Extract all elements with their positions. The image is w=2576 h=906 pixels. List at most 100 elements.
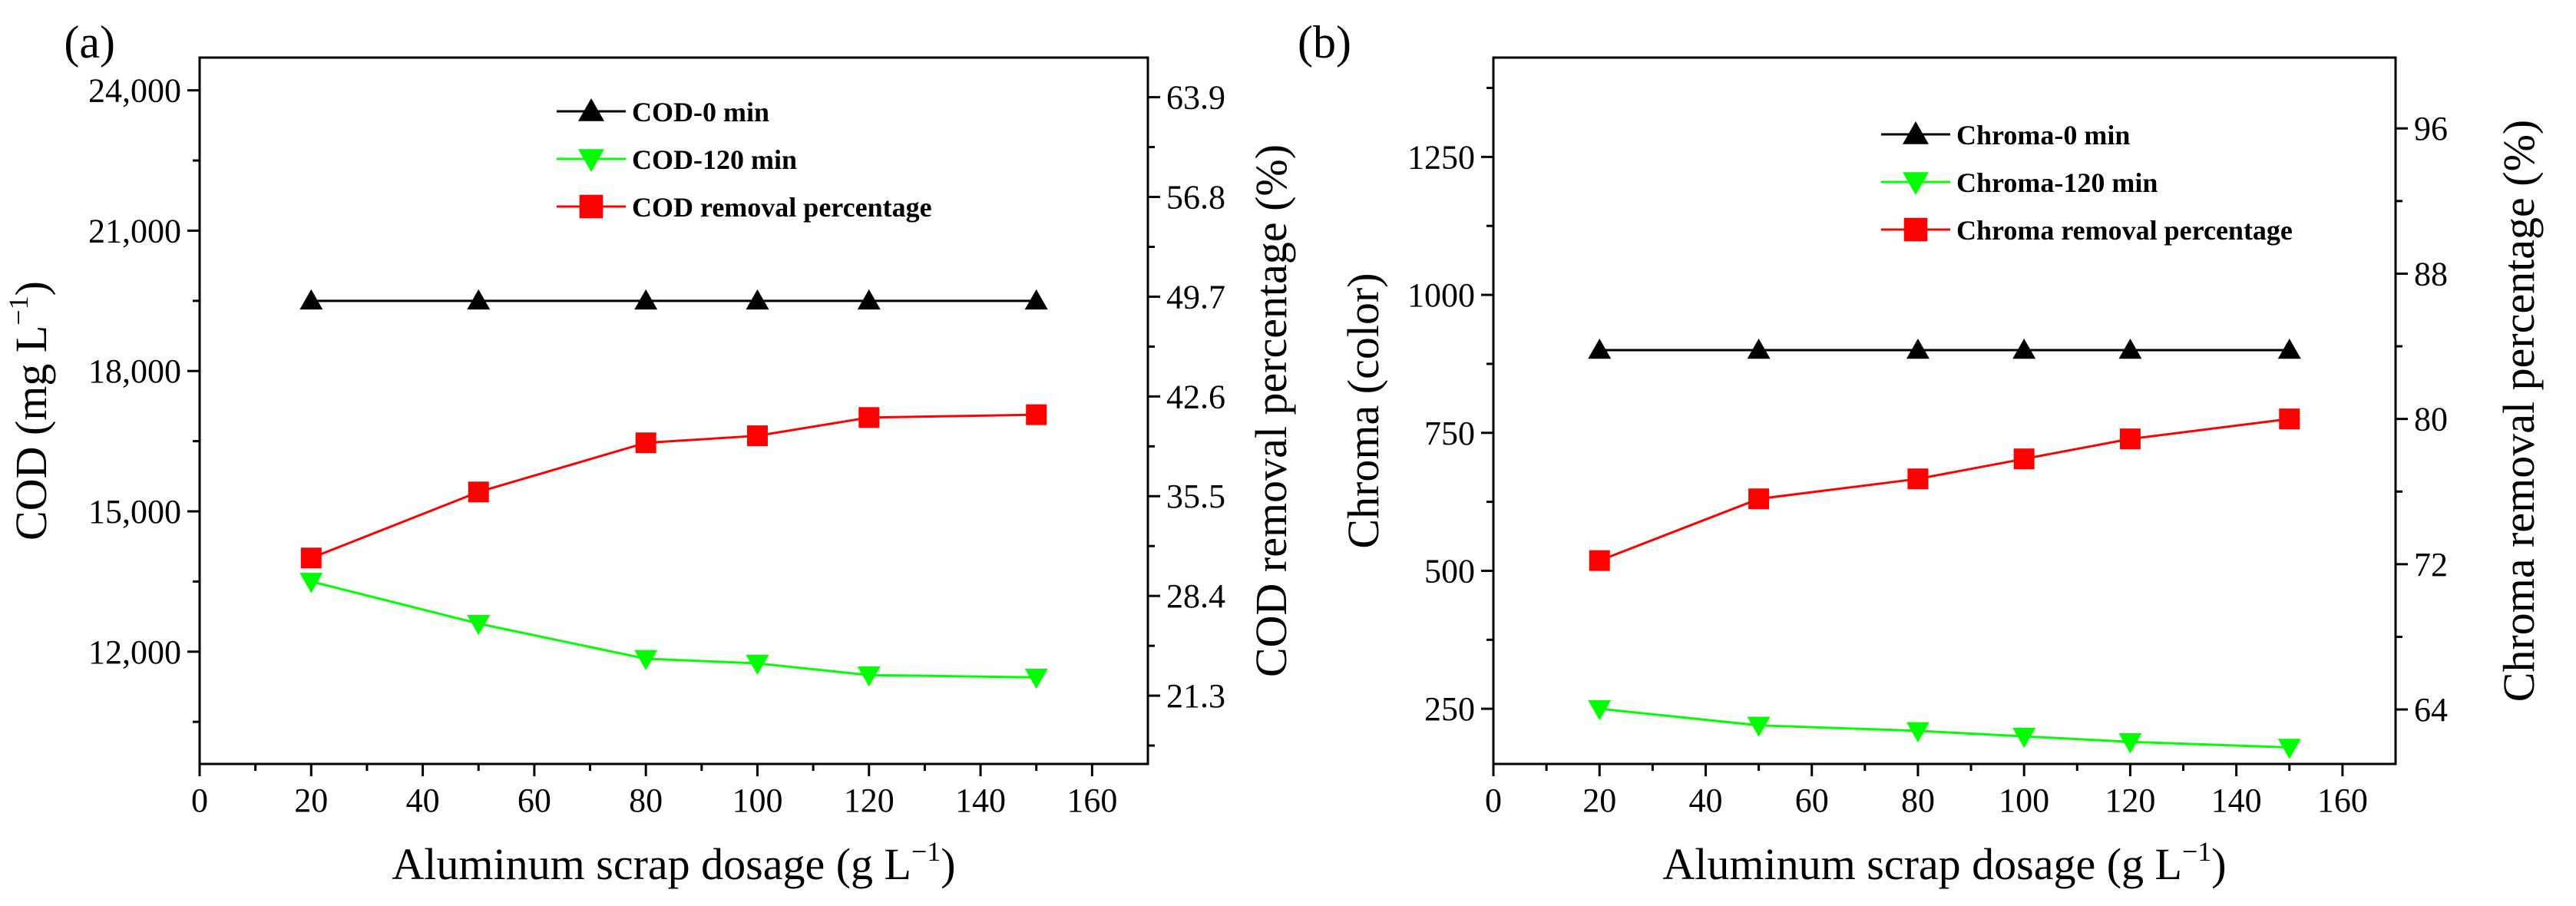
legend-marker-2 xyxy=(1903,217,1928,242)
data-point-0-5 xyxy=(2277,338,2301,359)
legend-label-2: Chroma removal percentage xyxy=(1956,215,2293,246)
data-point-1-1 xyxy=(467,614,491,636)
series-line-1 xyxy=(1599,707,2290,749)
legend-label-1: Chroma-120 min xyxy=(1956,167,2158,198)
y2-tick-label: 42.6 xyxy=(1166,378,1225,415)
x-tick-label: 20 xyxy=(1582,782,1616,819)
x-tick-label: 160 xyxy=(1066,782,1117,819)
panel-label: (a) xyxy=(64,17,115,68)
data-point-1-4 xyxy=(857,666,881,687)
data-point-2-2 xyxy=(635,432,656,454)
x-tick-label: 60 xyxy=(518,782,551,819)
y-tick-label: 21,000 xyxy=(88,212,181,250)
x-tick-label: 140 xyxy=(955,782,1006,819)
data-point-1-4 xyxy=(2118,733,2142,754)
legend-marker-2 xyxy=(579,194,603,219)
x-tick-label: 120 xyxy=(844,782,894,819)
data-point-1-2 xyxy=(634,650,658,670)
legend-label-0: COD-0 min xyxy=(632,97,769,127)
data-point-2-0 xyxy=(1589,550,1610,571)
data-point-0-3 xyxy=(746,289,769,310)
data-point-1-0 xyxy=(1588,699,1612,721)
y2-tick-label: 28.4 xyxy=(1166,577,1225,615)
y-axis-label: COD (mg L−1) xyxy=(3,281,56,541)
series-line-2 xyxy=(310,413,1037,560)
x-tick-label: 80 xyxy=(629,782,663,819)
y-tick-label: 250 xyxy=(1424,690,1475,728)
data-point-2-2 xyxy=(1907,468,1929,490)
x-tick-label: 0 xyxy=(191,782,208,819)
data-point-2-5 xyxy=(1026,404,1047,425)
y2-tick-label: 88 xyxy=(2414,255,2448,293)
x-axis-label: Aluminum scrap dosage (g L−1) xyxy=(392,836,955,889)
y2-tick-label: 35.5 xyxy=(1166,478,1225,515)
y-axis-label: Chroma (color) xyxy=(1338,273,1388,548)
y2-tick-label: 72 xyxy=(2414,546,2448,584)
panel-a-cod-chart: 0 20 40 60 80 100 120 140 160 12,000 15,000 18,000 2… xyxy=(3,17,1296,889)
x-tick-label: 40 xyxy=(406,782,440,819)
y2-tick-label: 64 xyxy=(2414,691,2448,729)
data-point-1-1 xyxy=(1747,716,1771,737)
data-point-0-0 xyxy=(1588,338,1612,359)
x-tick-label: 80 xyxy=(1901,782,1935,819)
data-point-2-4 xyxy=(858,407,880,428)
data-point-2-3 xyxy=(746,425,768,447)
data-point-2-5 xyxy=(2279,408,2300,430)
data-point-0-0 xyxy=(299,289,323,310)
y-tick-label: 24,000 xyxy=(88,72,181,110)
data-point-0-1 xyxy=(1747,338,1771,359)
y2-tick-label: 80 xyxy=(2414,401,2448,438)
data-point-2-4 xyxy=(2119,428,2141,450)
plot-frame xyxy=(198,56,1149,765)
data-point-1-3 xyxy=(746,654,769,676)
y2-tick-label: 49.7 xyxy=(1166,278,1225,316)
legend-label-1: COD-120 min xyxy=(632,144,797,175)
y-tick-label: 750 xyxy=(1424,415,1475,452)
data-point-1-3 xyxy=(2012,727,2036,749)
data-point-1-2 xyxy=(1906,722,1930,742)
x-tick-label: 100 xyxy=(1999,782,2049,819)
data-point-2-0 xyxy=(300,547,322,569)
series-line-1 xyxy=(310,580,1037,679)
y2-axis-label: Chroma removal percentage (%) xyxy=(2494,120,2544,702)
y2-tick-label: 21.3 xyxy=(1166,677,1225,715)
legend-marker-1 xyxy=(1903,172,1929,195)
data-point-0-1 xyxy=(467,289,491,310)
panel-b-chroma-chart: 0 20 40 60 80 100 120 140 160 250 500 750 1000 1250 64… xyxy=(1298,17,2544,889)
x-tick-label: 120 xyxy=(2105,782,2155,819)
y2-tick-label: 56.8 xyxy=(1166,179,1225,217)
y2-tick-label: 63.9 xyxy=(1166,79,1225,117)
x-tick-label: 20 xyxy=(294,782,328,819)
panel-label: (b) xyxy=(1298,17,1351,68)
data-point-0-2 xyxy=(1906,338,1930,359)
x-tick-label: 40 xyxy=(1688,782,1722,819)
y-tick-label: 12,000 xyxy=(88,633,181,671)
legend-marker-1 xyxy=(578,149,604,172)
y-tick-label: 1250 xyxy=(1407,138,1475,176)
data-point-2-1 xyxy=(468,481,489,503)
x-axis-label: Aluminum scrap dosage (g L−1) xyxy=(1662,836,2226,889)
legend-label-0: Chroma-0 min xyxy=(1956,120,2130,150)
data-point-1-5 xyxy=(1024,669,1048,689)
x-tick-label: 0 xyxy=(1485,782,1502,819)
data-point-0-3 xyxy=(2012,338,2036,359)
data-point-0-5 xyxy=(1024,289,1048,310)
legend-label-2: COD removal percentage xyxy=(632,192,932,223)
legend-marker-0 xyxy=(1903,121,1929,144)
data-point-1-5 xyxy=(2277,739,2301,759)
data-point-0-2 xyxy=(634,289,658,310)
x-tick-label: 160 xyxy=(2317,782,2368,819)
x-tick-label: 100 xyxy=(732,782,782,819)
y2-tick-label: 96 xyxy=(2414,110,2448,147)
data-point-2-1 xyxy=(1748,488,1770,510)
data-point-2-3 xyxy=(2013,448,2035,470)
y-tick-label: 15,000 xyxy=(88,493,181,531)
data-point-1-0 xyxy=(299,573,323,594)
data-point-0-4 xyxy=(2118,338,2142,359)
y-tick-label: 500 xyxy=(1424,552,1475,590)
y-tick-label: 18,000 xyxy=(88,352,181,390)
legend-marker-0 xyxy=(578,98,604,121)
y2-axis-label: COD removal percentage (%) xyxy=(1246,144,1296,677)
x-tick-label: 140 xyxy=(2211,782,2262,819)
